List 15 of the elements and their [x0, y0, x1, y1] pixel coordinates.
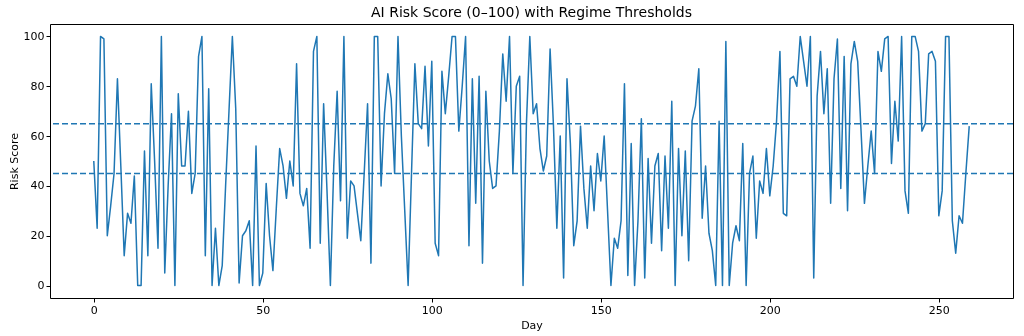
y-tick-label: 20: [30, 229, 45, 243]
chart-title: AI Risk Score (0–100) with Regime Thresholds: [371, 4, 692, 20]
x-axis-title: Day: [521, 318, 544, 332]
x-tick-label: 250: [928, 303, 950, 317]
x-tick-label: 150: [590, 303, 612, 317]
x-tick-label: 100: [421, 303, 443, 317]
y-tick-label: 100: [23, 29, 45, 43]
y-tick-label: 60: [30, 129, 45, 143]
y-tick-label: 0: [37, 279, 45, 293]
x-tick-label: 50: [256, 303, 271, 317]
y-tick-label: 80: [30, 79, 45, 93]
x-tick-label: 0: [90, 303, 98, 317]
y-tick-label: 40: [30, 179, 45, 193]
x-tick-label: 200: [759, 303, 781, 317]
y-axis-title: Risk Score: [7, 132, 21, 191]
